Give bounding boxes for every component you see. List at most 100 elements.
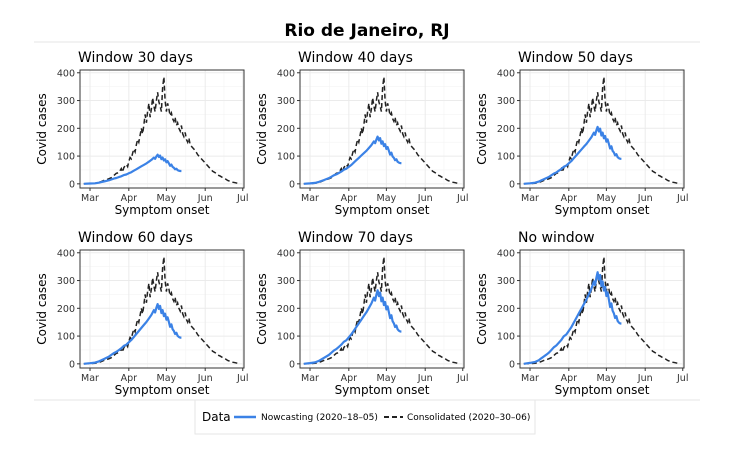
y-tick-label: 400	[277, 68, 295, 79]
x-tick-label: Apr	[341, 373, 358, 384]
y-tick-label: 300	[57, 276, 75, 287]
nowcasting-line	[303, 289, 402, 365]
legend-title: Data	[202, 410, 231, 424]
panel-border	[519, 249, 685, 369]
x-tick-label: Jun	[197, 193, 213, 204]
x-tick-label: May	[377, 373, 397, 384]
x-tick-label: Apr	[341, 193, 358, 204]
x-tick-label: Mar	[521, 373, 539, 384]
x-tick-label: Apr	[561, 193, 578, 204]
consolidated-line	[523, 256, 678, 365]
y-tick-label: 100	[57, 332, 75, 343]
y-tick-label: 0	[509, 359, 515, 370]
y-tick-label: 400	[277, 248, 295, 259]
x-tick-label: Jul	[456, 373, 468, 384]
y-axis-label: Covid cases	[35, 93, 49, 164]
y-tick-label: 200	[497, 304, 515, 315]
y-tick-label: 0	[289, 359, 295, 370]
panel-title: Window 70 days	[298, 230, 413, 246]
y-tick-label: 0	[289, 179, 295, 190]
x-axis-label: Symptom onset	[115, 203, 210, 217]
nowcasting-line	[523, 271, 622, 365]
panel-border	[79, 249, 245, 369]
x-axis-label: Symptom onset	[115, 383, 210, 397]
y-tick-label: 0	[69, 179, 75, 190]
panel-3: Window 50 days 0 100 200 300 400 Mar Apr May Jun J…	[475, 50, 688, 217]
legend-label-nowcasting: Nowcasting (2020–18–05)	[261, 413, 378, 423]
nowcasting-line	[83, 303, 182, 365]
y-tick-label: 300	[277, 276, 295, 287]
consolidated-line	[303, 256, 458, 365]
y-tick-label: 100	[277, 152, 295, 163]
x-tick-label: Jun	[197, 373, 213, 384]
panel-title: No window	[518, 230, 595, 246]
x-tick-label: May	[157, 193, 177, 204]
y-tick-label: 400	[497, 68, 515, 79]
x-axis-label: Symptom onset	[335, 383, 430, 397]
y-tick-label: 300	[497, 96, 515, 107]
x-axis-label: Symptom onset	[335, 203, 430, 217]
y-tick-label: 100	[57, 152, 75, 163]
x-tick-label: Jun	[417, 373, 433, 384]
consolidated-line	[83, 76, 238, 185]
panel-2: Window 40 days 0 100 200 300 400 Mar Apr May Jun J…	[255, 50, 468, 217]
nowcasting-line	[303, 135, 402, 185]
y-tick-label: 300	[277, 96, 295, 107]
y-tick-label: 400	[57, 68, 75, 79]
x-tick-label: Mar	[301, 373, 319, 384]
x-tick-label: Apr	[561, 373, 578, 384]
x-tick-label: May	[597, 193, 617, 204]
x-tick-label: Mar	[81, 193, 99, 204]
legend-label-consolidated: Consolidated (2020–30–06)	[407, 413, 530, 423]
panel-title: Window 60 days	[78, 230, 193, 246]
x-tick-label: Jul	[676, 373, 688, 384]
y-axis-label: Covid cases	[475, 93, 489, 164]
y-tick-label: 200	[277, 304, 295, 315]
y-tick-label: 300	[497, 276, 515, 287]
panels: Window 30 days 0 100 200 300 400 Mar Apr May Jun J…	[35, 50, 688, 397]
panel-title: Window 40 days	[298, 50, 413, 66]
y-axis-label: Covid cases	[35, 273, 49, 344]
y-axis-label: Covid cases	[255, 273, 269, 344]
y-axis-label: Covid cases	[255, 93, 269, 164]
x-tick-label: May	[597, 373, 617, 384]
panel-1: Window 30 days 0 100 200 300 400 Mar Apr May Jun J…	[35, 50, 248, 217]
legend: Data Nowcasting (2020–18–05) Consolidate…	[34, 399, 700, 435]
x-tick-label: Jul	[676, 193, 688, 204]
panel-border	[519, 69, 685, 189]
y-axis-label: Covid cases	[475, 273, 489, 344]
x-tick-label: Jul	[236, 193, 248, 204]
x-tick-label: Jun	[417, 193, 433, 204]
y-tick-label: 0	[69, 359, 75, 370]
x-axis-label: Symptom onset	[555, 383, 650, 397]
y-tick-label: 100	[277, 332, 295, 343]
x-tick-label: Mar	[301, 193, 319, 204]
x-tick-label: May	[377, 193, 397, 204]
consolidated-line	[523, 76, 678, 185]
x-tick-label: Jun	[637, 373, 653, 384]
y-tick-label: 200	[497, 124, 515, 135]
x-tick-label: Mar	[521, 193, 539, 204]
consolidated-line	[83, 256, 238, 365]
x-tick-label: Mar	[81, 373, 99, 384]
panel-border	[79, 69, 245, 189]
y-tick-label: 100	[497, 152, 515, 163]
x-tick-label: Apr	[121, 193, 138, 204]
y-tick-label: 200	[57, 124, 75, 135]
panel-title: Window 30 days	[78, 50, 193, 66]
panel-5: Window 70 days 0 100 200 300 400 Mar Apr May Jun J…	[255, 230, 468, 397]
y-tick-label: 300	[57, 96, 75, 107]
panel-6: No window 0 100 200 300 400 Mar Apr May Jun Jul Sym…	[475, 230, 688, 397]
legend-box	[194, 399, 536, 435]
panel-title: Window 50 days	[518, 50, 633, 66]
y-tick-label: 100	[497, 332, 515, 343]
nowcasting-line	[83, 153, 182, 185]
y-tick-label: 0	[509, 179, 515, 190]
y-tick-label: 200	[57, 304, 75, 315]
x-tick-label: Jul	[456, 193, 468, 204]
x-tick-label: Apr	[121, 373, 138, 384]
x-tick-label: Jun	[637, 193, 653, 204]
y-tick-label: 400	[57, 248, 75, 259]
panel-border	[299, 69, 465, 189]
